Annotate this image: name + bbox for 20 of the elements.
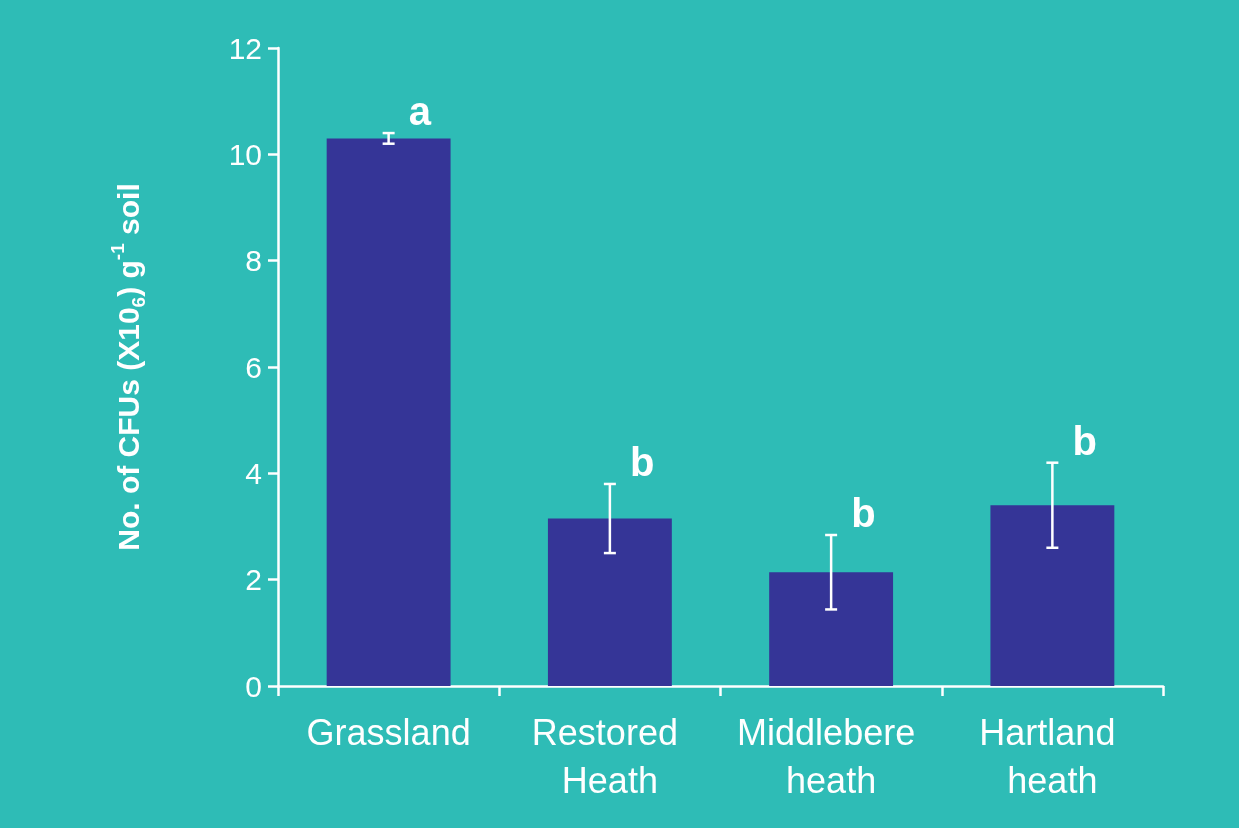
annotation: a [408, 89, 432, 134]
x-tick-label: Hartland heath [979, 711, 1126, 801]
bar [547, 518, 672, 686]
y-tick-label: 10 [228, 137, 262, 171]
y-tick-label: 6 [245, 350, 262, 384]
annotation: b [1072, 418, 1097, 463]
x-tick-label: Middlebere heath [737, 711, 926, 801]
bar [326, 138, 451, 686]
y-tick-label: 4 [245, 456, 262, 490]
x-tick-label: Grassland [306, 711, 471, 753]
y-axis-title: No. of CFUs (X106) g-1 soil [107, 183, 149, 551]
y-tick-label: 0 [245, 669, 262, 703]
y-tick-label: 12 [228, 31, 262, 65]
y-tick-label: 2 [245, 563, 262, 597]
annotation: b [629, 439, 655, 484]
bar [769, 572, 894, 686]
x-tick-label: Restored Heath [531, 711, 688, 801]
bar [990, 505, 1115, 686]
y-tick-label: 8 [245, 244, 262, 278]
annotation: b [851, 491, 876, 536]
